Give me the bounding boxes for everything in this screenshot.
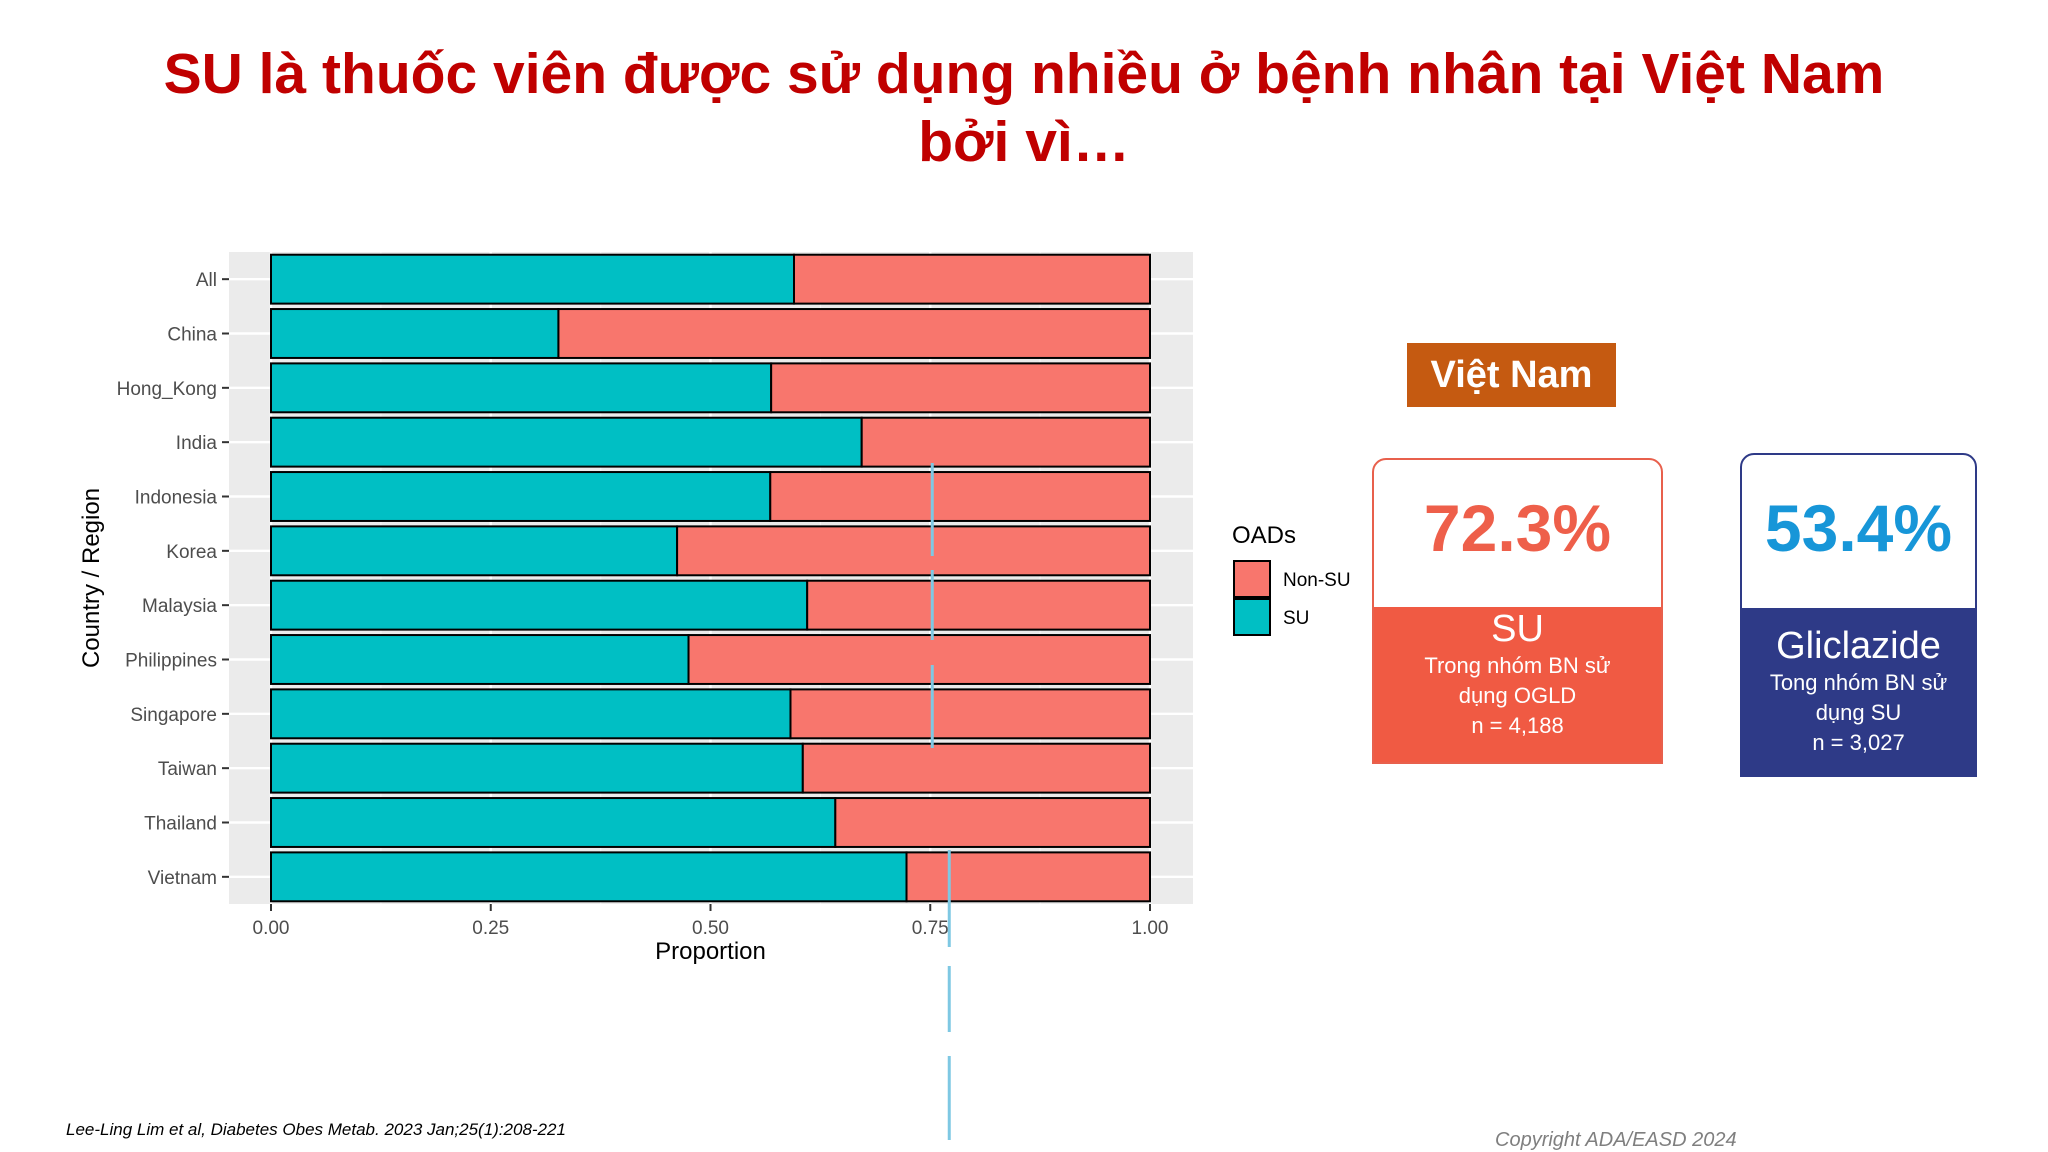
y-tick-label: Malaysia [142, 596, 217, 617]
bar-su-indonesia [270, 471, 772, 522]
bar-non-su-thailand [834, 797, 1151, 848]
x-tick-label: 0.75 [912, 918, 949, 939]
bar-non-su-hong_kong [770, 362, 1151, 414]
legend-title: OADs [1232, 522, 1296, 549]
title-line-1: SU là thuốc viên được sử dụng nhiều ở bệ… [163, 42, 1885, 106]
bar-su-thailand [270, 797, 837, 848]
y-tick-label: Hong_Kong [117, 379, 217, 400]
bar-su-all [270, 253, 796, 305]
y-tick-label: Korea [166, 542, 217, 563]
bar-non-su-all [793, 253, 1151, 305]
y-axis-title: Country / Region [78, 488, 105, 668]
gliclazide-desc-line-2: dụng SU [1815, 700, 1902, 725]
legend-label-non-su: Non-SU [1283, 570, 1351, 591]
bar-non-su-philippines [687, 634, 1152, 685]
bar-non-su-malaysia [806, 579, 1151, 631]
copyright-notice: Copyright ADA/EASD 2024 [1495, 1129, 1737, 1151]
bar-su-philippines [270, 634, 690, 685]
x-tick-label: 1.00 [1132, 918, 1169, 939]
gliclazide-label: Gliclazide [1776, 625, 1941, 667]
y-tick-label: China [167, 325, 217, 346]
bar-su-india [270, 416, 863, 468]
gliclazide-stat-card: 53.4% Gliclazide Tong nhóm BN sử dụng SU… [1740, 453, 1977, 777]
bar-su-vietnam [270, 851, 908, 903]
bar-non-su-singapore [789, 688, 1151, 740]
y-tick-label: India [176, 433, 218, 454]
su-desc-line-2: dụng OGLD [1458, 683, 1577, 708]
y-tick-label: All [196, 270, 217, 291]
bar-su-korea [270, 525, 679, 577]
gliclazide-percentage: 53.4% [1764, 491, 1953, 565]
legend-swatch-non-su [1233, 560, 1271, 598]
su-percentage: 72.3% [1423, 491, 1612, 565]
gliclazide-desc-line-1: Tong nhóm BN sử [1769, 670, 1948, 695]
su-sample-size: n = 4,188 [1471, 713, 1564, 738]
gliclazide-stat-panel: Gliclazide Tong nhóm BN sử dụng SU n = 3… [1742, 608, 1975, 775]
y-tick-label: Philippines [125, 651, 217, 672]
bar-non-su-vietnam [905, 851, 1152, 903]
y-tick-label: Thailand [144, 814, 217, 835]
bar-non-su-indonesia [769, 471, 1151, 522]
legend-label-su: SU [1283, 608, 1309, 629]
y-tick-label: Singapore [130, 705, 217, 726]
x-tick-label: 0.25 [472, 918, 509, 939]
bar-su-malaysia [270, 579, 809, 631]
y-tick-label: Taiwan [158, 759, 217, 780]
y-tick-label: Indonesia [135, 488, 218, 509]
bar-su-taiwan [270, 742, 804, 794]
title-line-2: bởi vì… [918, 110, 1130, 174]
bar-non-su-taiwan [801, 742, 1151, 794]
bar-non-su-china [557, 308, 1151, 359]
gliclazide-sample-size: n = 3,027 [1812, 730, 1905, 755]
su-label: SU [1491, 608, 1544, 650]
su-stat-card: 72.3% SU Trong nhóm BN sử dụng OGLD n = … [1372, 458, 1663, 764]
x-tick-label: 0.00 [253, 918, 290, 939]
su-stat-panel: SU Trong nhóm BN sử dụng OGLD n = 4,188 [1374, 607, 1661, 762]
slide-title: SU là thuốc viên được sử dụng nhiều ở bệ… [0, 40, 2048, 176]
bar-non-su-india [860, 416, 1151, 468]
legend-swatch-su [1233, 598, 1271, 636]
x-tick-label: 0.50 [692, 918, 729, 939]
bar-su-china [270, 308, 560, 359]
region-tag: Việt Nam [1407, 343, 1616, 407]
bar-non-su-korea [676, 525, 1152, 577]
x-axis-title: Proportion [655, 938, 766, 965]
y-tick-label: Vietnam [148, 868, 217, 889]
bar-su-hong_kong [270, 362, 773, 414]
bar-su-singapore [270, 688, 792, 740]
reference-citation: Lee-Ling Lim et al, Diabetes Obes Metab.… [66, 1120, 566, 1139]
su-desc-line-1: Trong nhóm BN sử [1424, 653, 1611, 678]
